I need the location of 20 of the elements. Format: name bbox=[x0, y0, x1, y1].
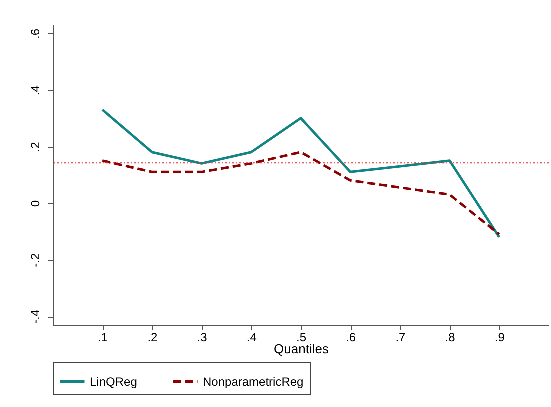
legend-label: LinQReg bbox=[90, 374, 138, 389]
y-tick-label: -.2 bbox=[28, 253, 42, 268]
y-tick-label: .4 bbox=[28, 85, 42, 96]
x-tick-label: .1 bbox=[98, 330, 108, 344]
x-tick-label: .7 bbox=[396, 330, 406, 344]
x-tick-label: .3 bbox=[197, 330, 208, 344]
x-tick-label: .2 bbox=[148, 330, 158, 344]
y-tick-label: .6 bbox=[28, 28, 42, 39]
x-tick-label: .4 bbox=[246, 330, 258, 344]
legend-label: NonparametricReg bbox=[203, 374, 304, 389]
y-tick-label: .2 bbox=[28, 142, 42, 152]
line-series bbox=[101, 108, 501, 239]
x-tick-label: .6 bbox=[346, 330, 356, 344]
y-tick-label: -.4 bbox=[28, 310, 42, 324]
line-series bbox=[101, 151, 501, 236]
x-axis-title: Quantiles bbox=[274, 342, 330, 356]
y-tick-label: 0 bbox=[28, 200, 42, 208]
x-tick-label: .8 bbox=[445, 330, 456, 344]
x-tick-label: .9 bbox=[494, 330, 506, 344]
x-tick-label: .5 bbox=[296, 330, 307, 344]
